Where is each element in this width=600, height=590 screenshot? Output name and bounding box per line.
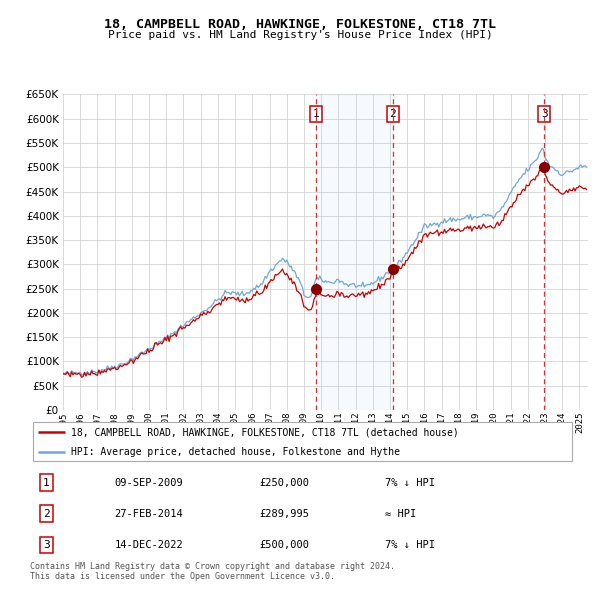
Text: 7% ↓ HPI: 7% ↓ HPI bbox=[385, 477, 435, 487]
Text: 18, CAMPBELL ROAD, HAWKINGE, FOLKESTONE, CT18 7TL (detached house): 18, CAMPBELL ROAD, HAWKINGE, FOLKESTONE,… bbox=[71, 427, 459, 437]
Bar bbox=[316, 94, 393, 410]
Text: HPI: Average price, detached house, Folkestone and Hythe: HPI: Average price, detached house, Folk… bbox=[71, 447, 400, 457]
Text: 2: 2 bbox=[43, 509, 50, 519]
Text: Contains HM Land Registry data © Crown copyright and database right 2024.
This d: Contains HM Land Registry data © Crown c… bbox=[30, 562, 395, 581]
Text: 3: 3 bbox=[541, 109, 548, 119]
Text: 1: 1 bbox=[43, 477, 50, 487]
Text: 7% ↓ HPI: 7% ↓ HPI bbox=[385, 540, 435, 550]
Text: 14-DEC-2022: 14-DEC-2022 bbox=[115, 540, 184, 550]
Text: £500,000: £500,000 bbox=[259, 540, 310, 550]
Text: 3: 3 bbox=[43, 540, 50, 550]
Text: 2: 2 bbox=[389, 109, 396, 119]
Text: 18, CAMPBELL ROAD, HAWKINGE, FOLKESTONE, CT18 7TL: 18, CAMPBELL ROAD, HAWKINGE, FOLKESTONE,… bbox=[104, 18, 496, 31]
Text: £250,000: £250,000 bbox=[259, 477, 310, 487]
Text: Price paid vs. HM Land Registry's House Price Index (HPI): Price paid vs. HM Land Registry's House … bbox=[107, 30, 493, 40]
Text: ≈ HPI: ≈ HPI bbox=[385, 509, 416, 519]
FancyBboxPatch shape bbox=[33, 422, 572, 461]
Text: 09-SEP-2009: 09-SEP-2009 bbox=[115, 477, 184, 487]
Text: 1: 1 bbox=[313, 109, 319, 119]
Text: £289,995: £289,995 bbox=[259, 509, 310, 519]
Text: 27-FEB-2014: 27-FEB-2014 bbox=[115, 509, 184, 519]
